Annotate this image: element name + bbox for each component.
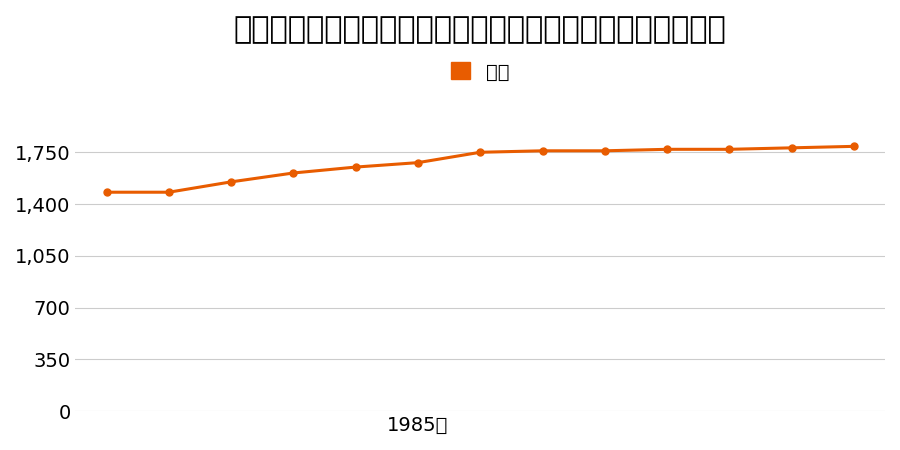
Title: 奈良県生駒郡平群町大字福貴畑字ハツ山６０３番の地価推移: 奈良県生駒郡平群町大字福貴畑字ハツ山６０３番の地価推移 [234,15,726,44]
Legend: 価格: 価格 [443,54,518,89]
